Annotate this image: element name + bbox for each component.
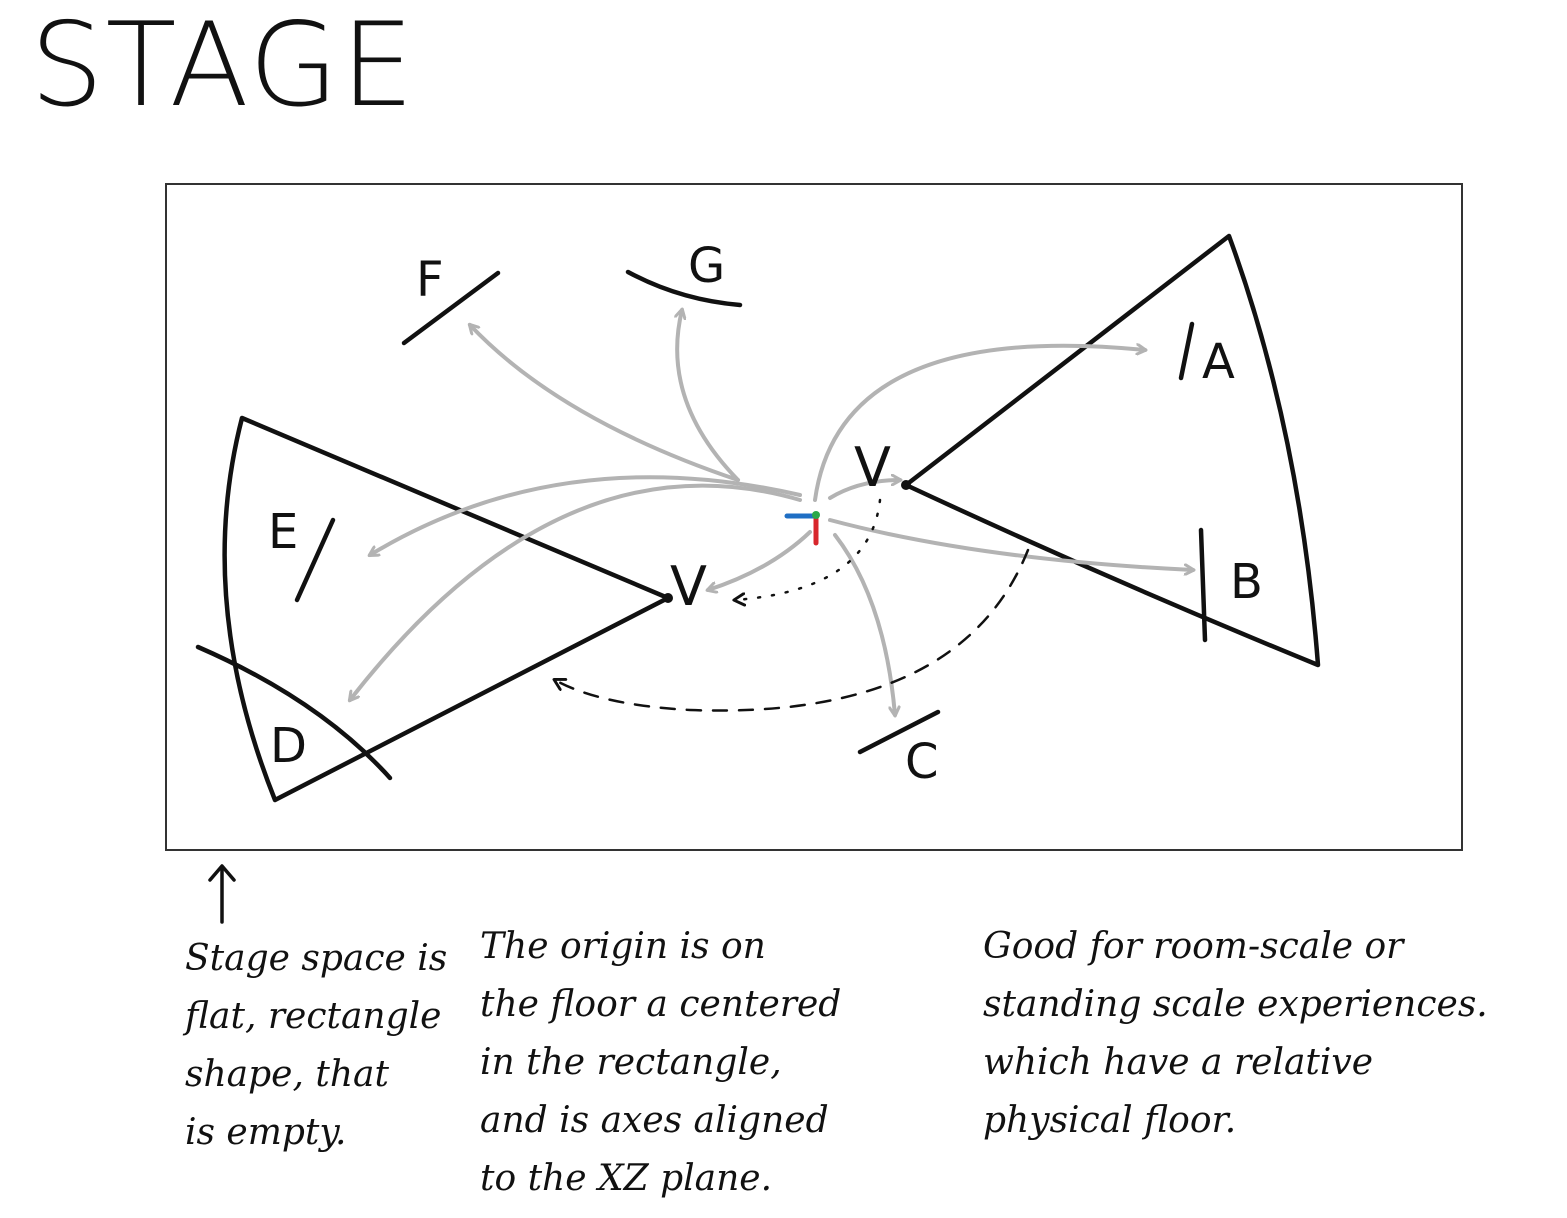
label-g: G: [688, 238, 725, 294]
plane-c-mark: [857, 709, 941, 755]
plane-f-mark: [401, 270, 501, 346]
arrow-to-g: [677, 310, 740, 482]
note-usage: Good for room-scale or standing scale ex…: [983, 926, 1488, 1141]
note-pointer-arrow-head: [208, 864, 236, 882]
origin-axes: [784, 511, 820, 546]
label-f: F: [416, 252, 444, 308]
right-viewer-point: [901, 480, 911, 490]
label-b: B: [1230, 554, 1263, 610]
dotted-path: [735, 498, 882, 600]
note-origin: The origin is on the floor a centered in…: [480, 926, 842, 1199]
arrow-to-c: [833, 533, 895, 715]
plane-a-mark: [1178, 321, 1195, 381]
left-viewer-point: [663, 593, 673, 603]
left-frustum: [222, 415, 671, 803]
note-stage-space: Stage space is flat, rectangle shape, th…: [185, 938, 448, 1153]
arrow-to-a: [813, 346, 1145, 502]
arrow-to-b: [828, 518, 1193, 570]
plane-e-mark: [294, 517, 336, 603]
label-e: E: [268, 504, 298, 560]
axis-y: [812, 511, 820, 519]
arrow-to-d: [350, 483, 802, 700]
arrow-to-right-viewer: [828, 480, 900, 500]
arrow-to-left-viewer: [708, 530, 812, 590]
gray-arrows: [350, 310, 1193, 715]
label-left-viewer: V: [670, 555, 707, 618]
arrow-to-f: [470, 325, 740, 482]
label-c: C: [905, 734, 939, 790]
dashed-path: [555, 548, 1030, 712]
stage-rectangle: [165, 183, 1463, 851]
right-frustum: [903, 233, 1321, 668]
plane-g-mark: [625, 269, 743, 308]
plane-b-mark: [1198, 527, 1208, 643]
label-a: A: [1202, 334, 1235, 390]
label-d: D: [270, 718, 307, 774]
plane-d-mark: [195, 644, 393, 781]
arrow-to-e: [370, 475, 802, 555]
page-title: STAGE: [30, 0, 416, 133]
label-right-viewer: V: [854, 436, 891, 499]
